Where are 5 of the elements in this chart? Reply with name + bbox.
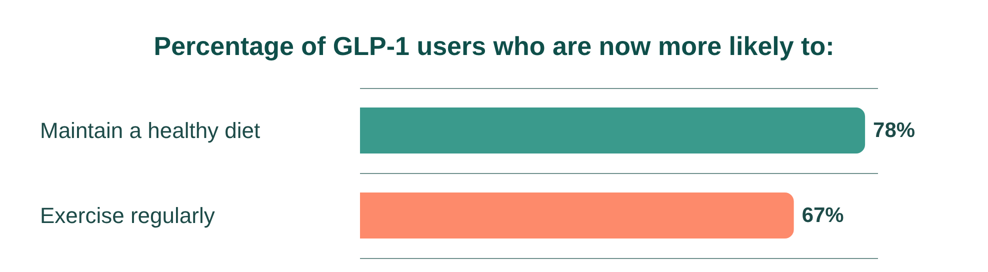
y-tick-label: Maintain a healthy diet: [40, 118, 260, 143]
data-label: 78%: [873, 119, 916, 142]
data-label: 67%: [802, 204, 844, 227]
chart-title: Percentage of GLP-1 users who are now more likely to:: [154, 31, 834, 61]
y-tick-label: Exercise regularly: [40, 203, 215, 228]
